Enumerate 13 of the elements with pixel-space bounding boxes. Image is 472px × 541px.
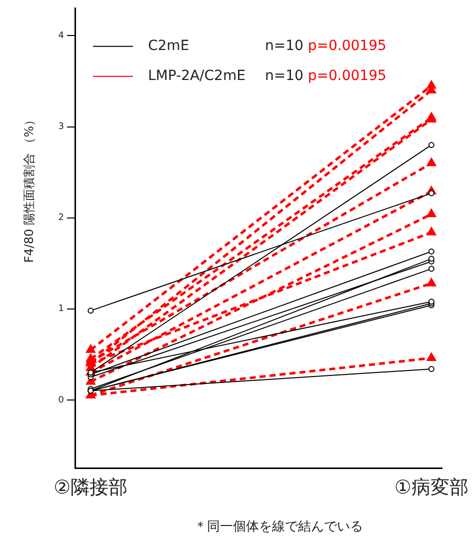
y-tick-label: 1 (58, 304, 64, 314)
legend-label: C2mE (148, 38, 190, 54)
y-tick-label: 0 (58, 395, 64, 406)
annotation: n=10 p=0.00195 (265, 38, 386, 54)
legend-label: LMP-2A/C2mE (148, 68, 246, 84)
y-tick-label: 2 (58, 213, 64, 224)
annotation: n=10 p=0.00195 (265, 68, 386, 84)
y-tick-label: 4 (58, 31, 64, 42)
y-axis-title: F4/80 陽性面積割合 （%） (22, 114, 36, 263)
x-tick-label: ②隣接部 (54, 476, 128, 499)
x-tick-label: ①病変部 (394, 476, 468, 499)
y-tick-label: 3 (58, 122, 64, 132)
text: ＊同一個体を線で結んでいる (194, 519, 363, 534)
